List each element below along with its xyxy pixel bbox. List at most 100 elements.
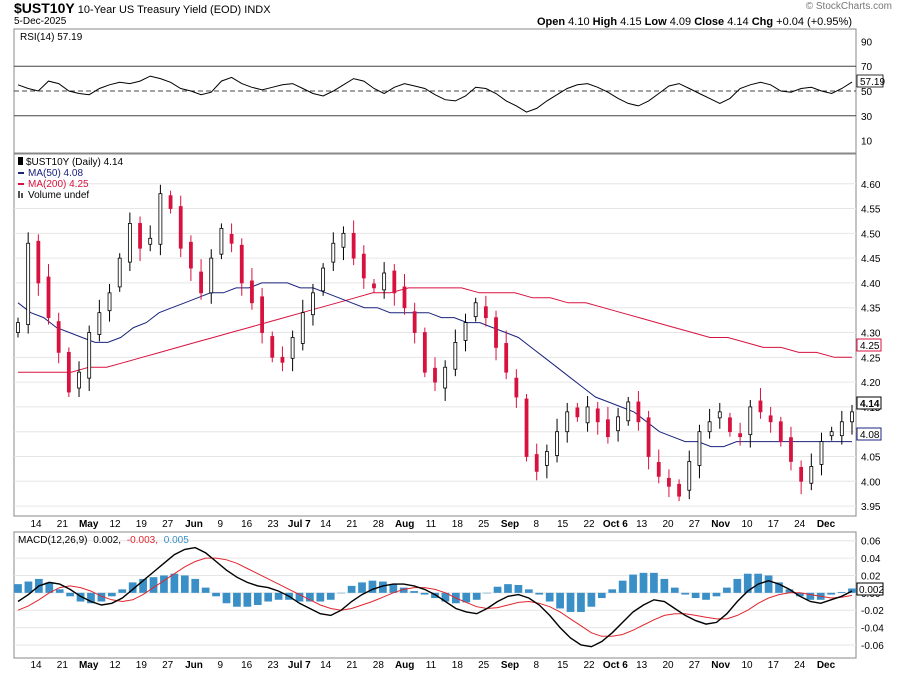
macd-histogram-bar — [180, 575, 189, 593]
x-tick-label: May — [79, 660, 99, 671]
candle — [677, 483, 681, 497]
macd-histogram-bar — [670, 587, 679, 593]
macd-histogram-bar — [410, 591, 419, 593]
macd-histogram-bar — [681, 592, 690, 595]
candle — [382, 272, 387, 291]
candle — [107, 292, 112, 312]
x-tick-label: 15 — [557, 660, 569, 671]
macd-legend-signal: -0.003, — [127, 535, 158, 546]
candle — [799, 467, 804, 482]
x-tick-label: 16 — [241, 660, 253, 671]
symbol-label: $UST10Y — [14, 0, 75, 16]
macd-histogram-bar — [743, 573, 752, 593]
ma200-legend: MA(200) 4.25 — [28, 179, 89, 190]
macd-histogram-bar — [806, 592, 815, 600]
watermark: © StockCharts.com — [805, 1, 892, 12]
x-tick-label: Oct 6 — [603, 519, 628, 530]
macd-histogram-bar — [420, 592, 429, 595]
candle — [402, 286, 407, 309]
candle — [239, 244, 244, 284]
macd-histogram-bar — [222, 592, 231, 604]
candle — [300, 312, 305, 344]
macd-histogram-bar — [785, 589, 794, 593]
candle — [46, 276, 51, 319]
macd-tick-label: 0.04 — [861, 554, 881, 565]
x-tick-label: Sep — [501, 519, 519, 530]
macd-histogram-bar — [597, 592, 606, 599]
x-tick-label: 24 — [794, 519, 806, 530]
macd-histogram-bar — [389, 584, 398, 593]
x-tick-label: 19 — [136, 519, 148, 530]
x-tick-label: 18 — [452, 519, 464, 530]
candle — [77, 371, 81, 389]
close-value: 4.14 — [727, 16, 749, 28]
macd-histogram-bar — [723, 587, 731, 593]
price-tick-label: 4.20 — [861, 378, 881, 389]
price-panel: 3.954.004.054.104.154.204.254.304.354.40… — [13, 153, 882, 517]
macd-histogram-bar — [347, 585, 356, 593]
candle — [524, 398, 529, 457]
candle — [504, 343, 509, 373]
x-tick-label: 28 — [373, 519, 385, 530]
candle — [209, 257, 214, 294]
candle — [97, 312, 102, 335]
macd-histogram-bar — [462, 592, 471, 603]
candle — [36, 240, 41, 284]
macd-histogram-bar — [764, 575, 773, 593]
macd-histogram-bar — [337, 592, 346, 594]
macd-tick-label: -0.06 — [861, 641, 884, 652]
candle — [687, 461, 692, 491]
open-value: 4.10 — [568, 16, 590, 28]
macd-histogram-bar — [545, 592, 554, 602]
x-tick-label: 16 — [241, 519, 253, 530]
candle — [66, 351, 71, 393]
ma200-value-box — [856, 338, 882, 352]
candlesticks — [16, 184, 854, 502]
close-value-box — [856, 396, 882, 410]
macd-histogram-bar — [14, 584, 22, 593]
macd-tick-label: 0.02 — [861, 571, 881, 582]
x-tick-label: 17 — [768, 660, 780, 671]
macd-legend-prefix: MACD(12,26,9) — [18, 535, 87, 546]
x-tick-label: 22 — [583, 519, 595, 530]
x-tick-label: Jun — [185, 519, 203, 530]
macd-histogram-bar — [577, 592, 585, 612]
macd-histogram-bar — [639, 572, 648, 593]
price-tick-label: 4.05 — [861, 452, 881, 463]
x-tick-label: Aug — [395, 660, 414, 671]
x-tick-label: Jun — [185, 660, 203, 671]
x-tick-label: 23 — [267, 660, 279, 671]
rsi-panel: RSI(14) 57.19 10 30 50 70 90 57.19 — [13, 28, 885, 154]
price-legend-main: $UST10Y (Daily) 4.14 — [26, 157, 124, 168]
candle — [483, 306, 488, 319]
close-label: Close — [694, 16, 725, 28]
rsi-tick-label: 90 — [861, 37, 873, 48]
x-tick-label: 15 — [557, 519, 569, 530]
low-value: 4.09 — [669, 16, 692, 28]
candle — [850, 411, 854, 423]
macd-histogram-bar — [55, 589, 64, 593]
candle — [331, 242, 336, 263]
candle — [656, 462, 661, 477]
x-tick-label: 18 — [452, 660, 464, 671]
rsi-line — [17, 75, 853, 113]
x-tick-label: 21 — [57, 519, 69, 530]
macd-histogram-bar — [139, 578, 147, 593]
price-tick-label: 4.00 — [861, 477, 881, 488]
macd-histogram-bar — [514, 585, 523, 593]
x-tick-label: Nov — [711, 660, 730, 671]
price-tick-label: 4.35 — [861, 304, 881, 315]
candle — [606, 419, 610, 438]
candle — [636, 401, 641, 423]
candle — [372, 283, 376, 289]
x-tick-label: 13 — [636, 660, 648, 671]
volume-legend: Volume undef — [28, 190, 89, 201]
macd-histogram-bar — [608, 589, 617, 593]
candle — [280, 356, 285, 363]
price-tick-label: 4.45 — [861, 254, 881, 265]
candle — [260, 296, 264, 333]
macd-histogram-bar — [587, 592, 596, 607]
macd-signal-line — [17, 557, 853, 637]
high-value: 4.15 — [620, 16, 642, 28]
candle — [229, 233, 234, 244]
